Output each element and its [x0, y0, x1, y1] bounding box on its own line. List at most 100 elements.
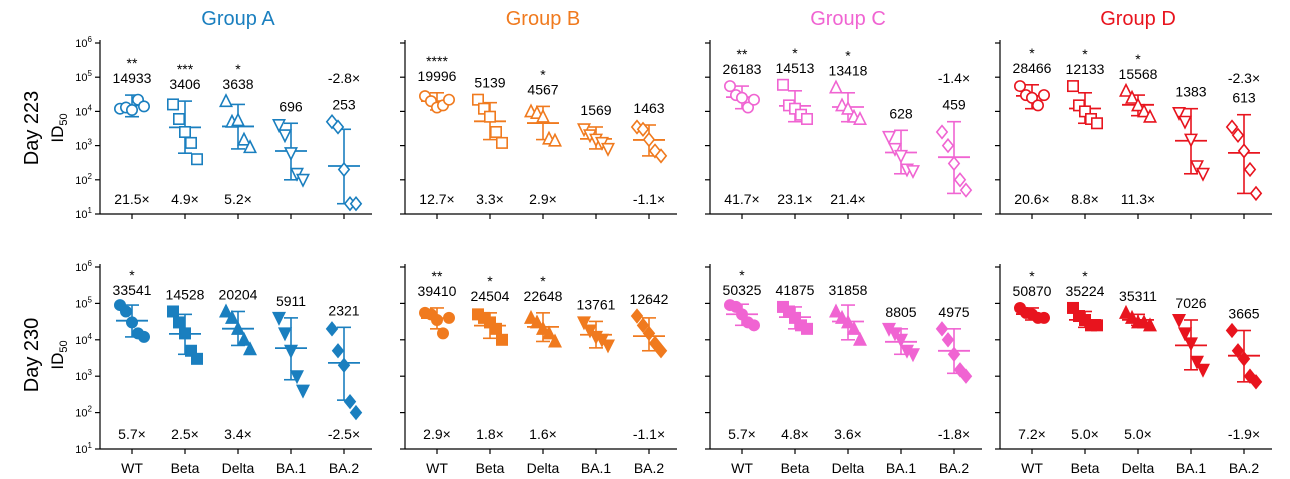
geomean-label: 39410	[418, 283, 457, 299]
geomean-label: 28466	[1013, 60, 1052, 76]
data-point	[941, 137, 955, 154]
data-point	[536, 320, 550, 335]
fold-change-label: -1.9×	[1228, 426, 1260, 442]
geomean-label: 3638	[222, 76, 253, 92]
significance-label: ****	[426, 53, 448, 69]
geomean-label: 2321	[328, 302, 359, 318]
data-point	[430, 313, 443, 326]
fold-change-label: 5.0×	[1071, 426, 1099, 442]
data-point	[630, 308, 644, 324]
fold-change-label: 12.7×	[419, 191, 454, 207]
geomean-label: 35311	[1119, 288, 1157, 304]
data-point	[1032, 99, 1045, 112]
geomean-label: 13418	[829, 62, 868, 78]
data-point	[1091, 117, 1104, 130]
significance-label: *	[792, 45, 798, 61]
fold-change-label: 3.3×	[476, 191, 504, 207]
significance-label: *	[739, 267, 745, 283]
data-point	[847, 320, 861, 335]
x-tick-label: BA.1	[1176, 460, 1207, 476]
fold-change-label: 3.6×	[834, 426, 862, 442]
x-tick-label: Delta	[527, 460, 560, 476]
significance-label: **	[737, 46, 748, 62]
significance-label: ***	[177, 61, 194, 77]
fold-change-label: 41.7×	[724, 191, 759, 207]
data-point	[442, 311, 455, 324]
geomean-label: 14528	[166, 286, 205, 302]
data-point	[1249, 185, 1263, 202]
y-tick-label: 104	[75, 332, 92, 347]
geomean-label: 253	[332, 97, 356, 113]
significance-label: *	[487, 273, 493, 289]
data-point	[853, 110, 867, 125]
data-point	[296, 384, 310, 399]
data-point	[1119, 82, 1133, 97]
fold-change-label: 5.7×	[728, 426, 756, 442]
data-point	[601, 142, 615, 157]
data-point	[120, 305, 133, 318]
data-point	[219, 93, 233, 108]
data-point	[654, 343, 668, 359]
fold-change-label: 5.0×	[1124, 426, 1152, 442]
group-title: Group D	[1100, 8, 1176, 30]
geomean-label: 459	[942, 97, 966, 113]
y-tick-label: 105	[75, 295, 92, 310]
geomean-label: 22648	[524, 288, 563, 304]
data-point	[636, 317, 650, 333]
fold-change-label: 11.3×	[1121, 191, 1155, 207]
y-tick-label: 103	[75, 138, 92, 153]
fold-change-label: 4.8×	[781, 426, 809, 442]
geomean-label: 13761	[577, 296, 616, 312]
data-point	[741, 101, 754, 114]
y-axis-label: ID50	[48, 113, 70, 142]
geomean-label: 5139	[474, 75, 505, 91]
geomean-label: 41875	[776, 282, 815, 298]
y-axis-label: ID50	[48, 340, 70, 369]
data-point	[1125, 309, 1139, 324]
data-point	[349, 196, 363, 212]
geomean-label: 696	[279, 98, 303, 114]
data-point	[1119, 304, 1133, 319]
data-point	[191, 153, 204, 166]
y-tick-label: 102	[75, 405, 92, 420]
data-point	[747, 319, 760, 332]
geomean-label: 628	[889, 105, 913, 121]
data-point	[1172, 106, 1186, 121]
data-point	[747, 93, 760, 106]
x-tick-label: Delta	[222, 460, 255, 476]
data-point	[1013, 80, 1026, 93]
data-point	[489, 322, 502, 335]
geomean-label: 12133	[1066, 61, 1105, 77]
fold-change-label: 4.9×	[171, 191, 199, 207]
data-point	[601, 339, 615, 354]
x-tick-label: Beta	[476, 460, 505, 476]
x-tick-label: BA.2	[634, 460, 665, 476]
data-point	[947, 155, 961, 172]
data-point	[1137, 103, 1151, 118]
y-tick-label: 106	[75, 259, 92, 274]
data-point	[1026, 91, 1039, 104]
data-point	[1190, 160, 1204, 175]
data-point	[495, 136, 508, 149]
data-point	[290, 370, 304, 385]
geomean-label: 4567	[527, 81, 558, 97]
data-point	[173, 316, 186, 329]
data-point	[343, 393, 357, 410]
data-point	[231, 112, 245, 127]
geomean-label: 12642	[630, 291, 669, 307]
data-point	[648, 335, 662, 351]
data-point	[953, 172, 967, 188]
data-point	[495, 333, 508, 346]
fold-change-label: 1.6×	[529, 426, 557, 442]
fold-change-label: 23.1×	[777, 191, 812, 207]
geomean-label: 1463	[633, 100, 664, 116]
significance-label: *	[540, 273, 546, 289]
y-tick-label: 101	[75, 206, 92, 221]
geomean-label: 50325	[723, 282, 762, 298]
fold-change-label: 3.4×	[224, 426, 252, 442]
data-point	[959, 182, 973, 198]
data-point	[829, 79, 843, 94]
data-point	[179, 125, 192, 138]
data-point	[325, 321, 339, 337]
geomean-label: 5911	[276, 293, 306, 309]
